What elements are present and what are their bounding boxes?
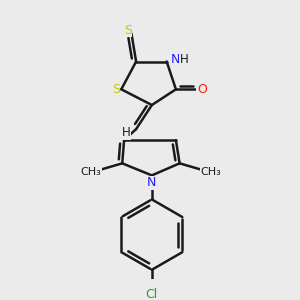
Text: S: S: [112, 83, 120, 96]
Text: CH₃: CH₃: [80, 167, 101, 177]
Text: H: H: [122, 126, 130, 139]
Text: O: O: [197, 83, 207, 96]
Text: N: N: [147, 176, 157, 189]
Text: Cl: Cl: [146, 288, 158, 300]
Text: N: N: [171, 53, 181, 66]
Text: H: H: [180, 53, 189, 66]
Text: CH₃: CH₃: [201, 167, 221, 177]
Text: S: S: [124, 24, 132, 37]
